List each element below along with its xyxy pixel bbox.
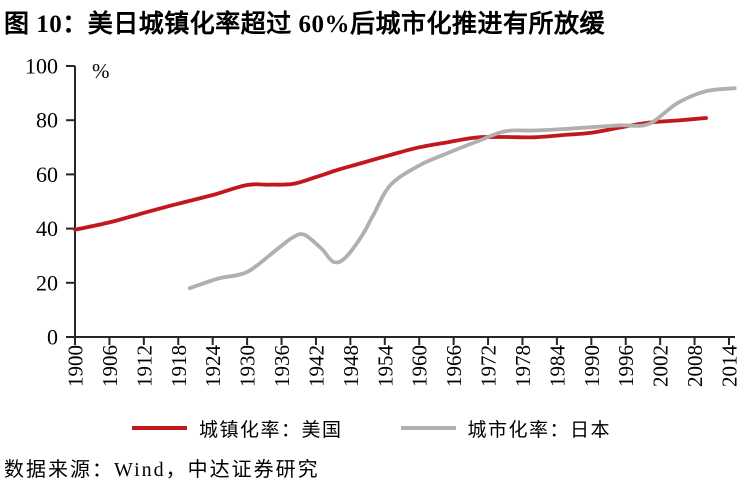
y-tick-label: 60 (36, 162, 58, 187)
x-tick-label: 1924 (201, 345, 225, 388)
x-tick-label: 1978 (511, 345, 535, 387)
y-tick-label: 100 (25, 54, 58, 79)
y-tick-label: 80 (36, 108, 58, 133)
legend-item-japan: 城市化率：日本 (400, 415, 612, 442)
x-tick-label: 1948 (339, 345, 363, 387)
x-tick-label: 1942 (304, 345, 328, 387)
x-tick-label: 1936 (270, 345, 294, 387)
legend-item-us: 城镇化率：美国 (131, 415, 343, 442)
x-tick-label: 1912 (132, 345, 156, 387)
x-tick-label: 1990 (580, 345, 604, 387)
x-tick-label: 1918 (167, 345, 191, 387)
y-tick-label: 20 (36, 270, 58, 295)
axes (74, 66, 735, 338)
y-tick-label: 0 (47, 325, 58, 350)
x-tick-label: 1972 (477, 345, 501, 387)
y-tick-label: 40 (36, 216, 58, 241)
x-tick-label: 1960 (408, 345, 432, 387)
x-tick-label: 1996 (614, 345, 638, 387)
x-tick-label: 2008 (683, 345, 707, 387)
x-tick-label: 2002 (649, 345, 673, 387)
legend-label-us: 城镇化率：美国 (198, 419, 343, 441)
unit-label: % (92, 59, 110, 83)
x-tick-label: 1954 (373, 345, 397, 388)
us-series-line (73, 116, 708, 232)
us-line-swatch (131, 426, 187, 430)
x-tick-label: 1966 (442, 345, 466, 387)
x-tick-label: 1906 (98, 345, 122, 387)
japan-line-swatch (400, 426, 456, 430)
figure-title: 图 10：美日城镇化率超过 60%后城市化推进有所放缓 (4, 11, 606, 38)
japan-series-line (187, 86, 737, 291)
x-tick-label: 1930 (236, 345, 260, 387)
data-source: 数据来源：Wind，中达证券研究 (4, 459, 320, 481)
chart-legend: 城镇化率：美国 城市化率：日本 (0, 412, 743, 444)
x-tick-label: 2014 (718, 345, 742, 388)
legend-label-japan: 城市化率：日本 (467, 419, 612, 441)
x-tick-label: 1984 (545, 345, 569, 388)
x-tick-label: 1900 (64, 345, 88, 387)
